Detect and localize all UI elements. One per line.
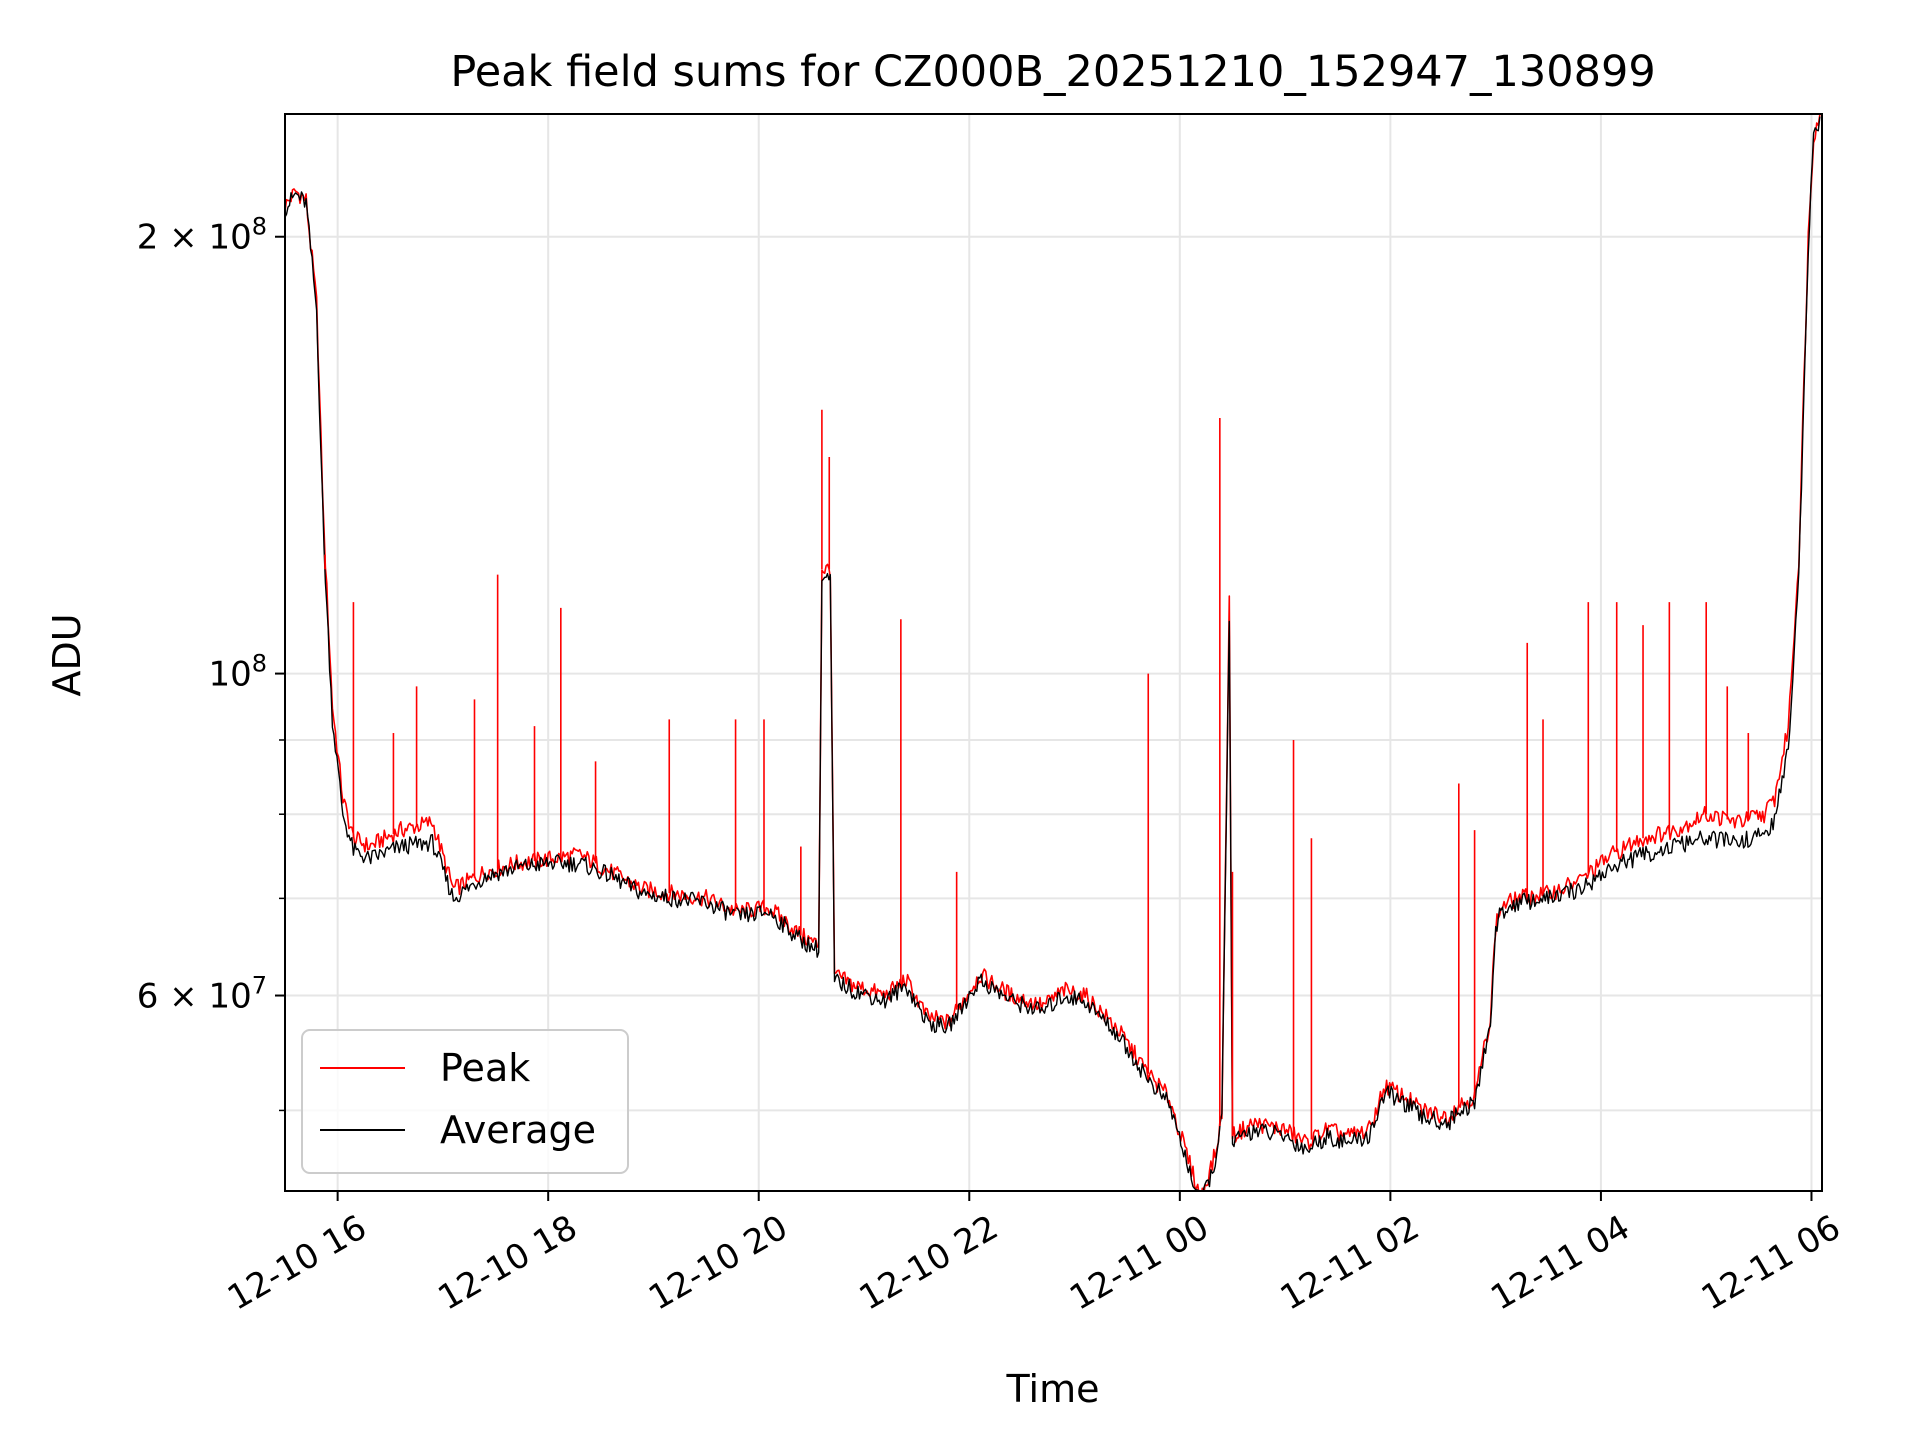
y-tick-label-base: 10 bbox=[208, 655, 251, 695]
y-tick-label: 108 bbox=[208, 650, 267, 695]
series-line-average bbox=[285, 116, 1821, 1191]
y-tick-label-exponent: 7 bbox=[252, 972, 267, 1000]
legend-box bbox=[301, 1029, 629, 1174]
y-axis-label: ADU bbox=[45, 613, 89, 696]
legend-peak-label: Peak bbox=[440, 1046, 530, 1090]
y-tick-label-base: 6 × 10 bbox=[137, 977, 252, 1017]
y-tick-label-base: 2 × 10 bbox=[137, 218, 252, 258]
y-tick-label: 2 × 108 bbox=[137, 213, 267, 258]
plot-frame bbox=[284, 113, 1823, 1192]
grid-layer bbox=[285, 114, 1822, 1191]
y-tick-label-exponent: 8 bbox=[252, 213, 267, 241]
y-tick-label-exponent: 8 bbox=[252, 650, 267, 678]
chart-title: Peak field sums for CZ000B_20251210_1529… bbox=[450, 47, 1655, 97]
x-axis-label: Time bbox=[1006, 1367, 1100, 1411]
plot-layer bbox=[285, 114, 1821, 1191]
legend-average-label: Average bbox=[440, 1108, 596, 1152]
legend: Peak Average bbox=[301, 1029, 629, 1174]
y-tick-label: 6 × 107 bbox=[137, 972, 267, 1017]
